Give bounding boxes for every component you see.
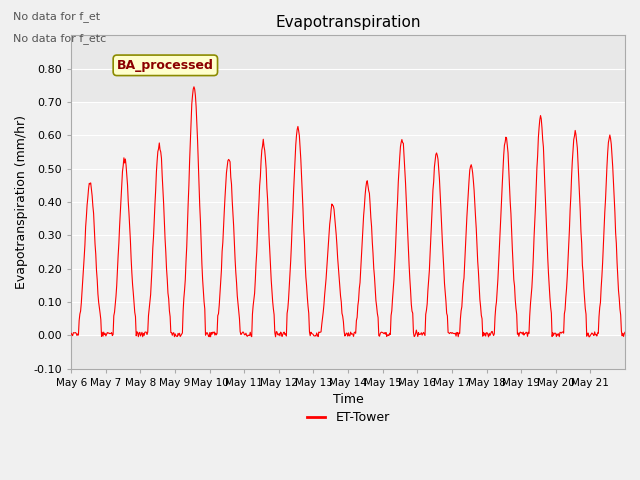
Text: No data for f_et: No data for f_et	[13, 11, 100, 22]
Y-axis label: Evapotranspiration (mm/hr): Evapotranspiration (mm/hr)	[15, 115, 28, 289]
Title: Evapotranspiration: Evapotranspiration	[275, 15, 421, 30]
Text: No data for f_etc: No data for f_etc	[13, 33, 106, 44]
X-axis label: Time: Time	[333, 393, 364, 406]
Bar	[71, 102, 625, 335]
Text: BA_processed: BA_processed	[117, 59, 214, 72]
Legend: ET-Tower: ET-Tower	[301, 406, 395, 429]
